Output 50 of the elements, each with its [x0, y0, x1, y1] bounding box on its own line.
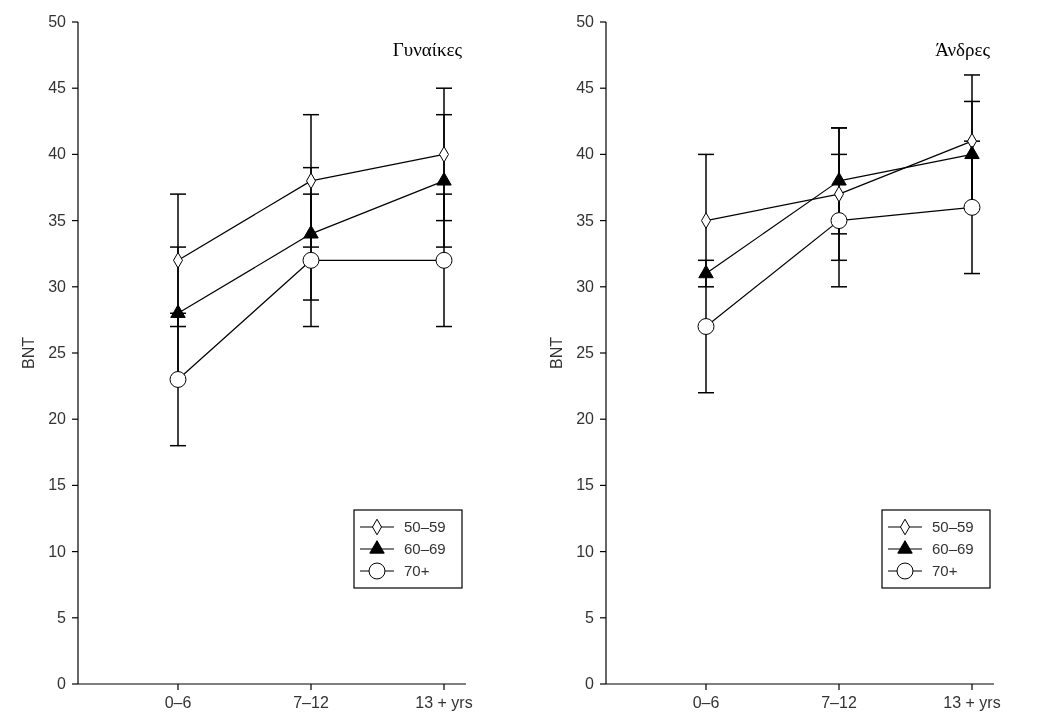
- y-tick-label: 30: [48, 277, 67, 295]
- legend-label: 50–59: [932, 518, 974, 535]
- y-tick-label: 25: [48, 344, 67, 361]
- legend-label: 70+: [932, 562, 958, 579]
- y-axis-title: BNT: [548, 336, 565, 369]
- legend-label: 70+: [404, 562, 430, 579]
- y-tick-label: 0: [585, 675, 595, 692]
- y-tick-label: 45: [48, 79, 67, 97]
- point: [435, 251, 453, 269]
- y-tick-label: 10: [576, 542, 595, 560]
- y-tick-label: 35: [576, 211, 595, 229]
- x-tick-label: 0–6: [692, 694, 720, 711]
- x-tick-label: 0–6: [164, 694, 192, 711]
- text: Άνδρες: [935, 39, 991, 60]
- text: Γυναίκες: [392, 39, 463, 60]
- point: [302, 251, 320, 269]
- y-tick-label: 45: [576, 79, 595, 97]
- y-tick-label: 5: [585, 608, 595, 626]
- point: [964, 145, 980, 160]
- x-tick-label: 13 + yrs: [415, 694, 473, 711]
- y-axis-title: BNT: [20, 336, 37, 369]
- y-tick-label: 15: [48, 476, 67, 494]
- y-tick-label: 20: [48, 410, 67, 428]
- legend-label: 60–69: [404, 540, 446, 557]
- y-tick-label: 40: [48, 145, 67, 163]
- point: [698, 264, 714, 279]
- y-tick-label: 35: [48, 211, 67, 229]
- legend-label: 50–59: [404, 518, 446, 535]
- point: [831, 172, 847, 186]
- point: [170, 304, 186, 318]
- y-tick-label: 30: [576, 277, 595, 295]
- point: [436, 172, 452, 186]
- legend-label: 60–69: [932, 540, 974, 557]
- y-tick-label: 25: [576, 344, 595, 361]
- point: [697, 318, 715, 335]
- y-tick-label: 15: [576, 476, 595, 494]
- point: [963, 198, 981, 216]
- y-tick-label: 10: [48, 542, 67, 560]
- y-tick-label: 20: [576, 410, 595, 428]
- y-tick-label: 0: [57, 675, 67, 692]
- x-tick-label: 7–12: [821, 694, 857, 711]
- y-tick-label: 50: [576, 13, 595, 30]
- point: [169, 371, 187, 388]
- point: [303, 225, 319, 239]
- point: [830, 212, 848, 230]
- y-tick-label: 40: [576, 145, 595, 163]
- x-tick-label: 7–12: [293, 694, 329, 711]
- y-tick-label: 50: [48, 13, 67, 30]
- y-tick-label: 5: [57, 608, 67, 626]
- x-tick-label: 13 + yrs: [943, 694, 1001, 711]
